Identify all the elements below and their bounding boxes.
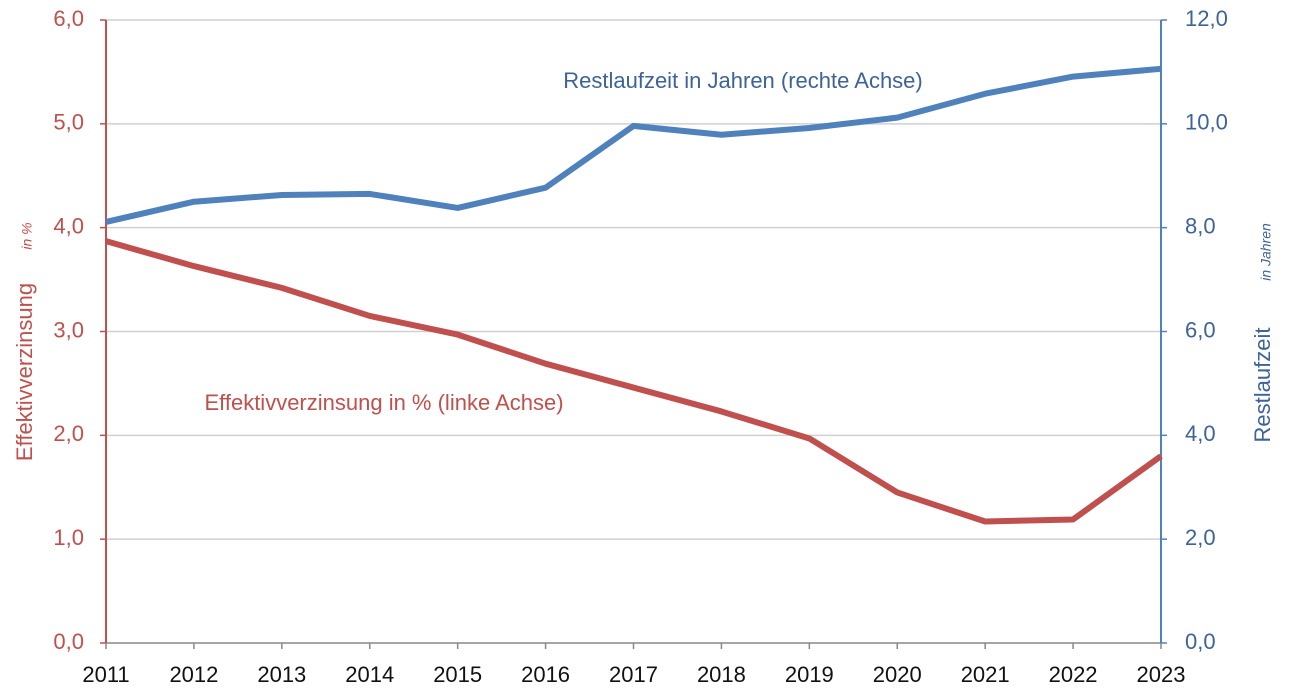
x-tick-label: 2022 [1049,662,1098,687]
x-tick-label: 2017 [609,662,658,687]
y-tick-label: 2,0 [53,421,84,446]
y2-axis-label: Restlaufzeit [1250,328,1275,443]
y2-tick-label: 12,0 [1185,6,1228,31]
y2-tick-label: 2,0 [1185,525,1216,550]
x-tick-label: 2011 [82,662,129,687]
y2-axis-unit: in Jahren [1258,223,1274,281]
annotation: Restlaufzeit in Jahren (rechte Achse) [563,68,923,93]
x-tick-label: 2015 [433,662,482,687]
y-tick-label: 3,0 [53,317,84,342]
series-line [105,238,1163,525]
series-line [105,65,1162,225]
y-tick-label: 6,0 [53,6,84,31]
y-tick-label: 0,0 [53,629,84,654]
y2-tick-label: 0,0 [1185,629,1216,654]
y-tick-label: 5,0 [53,110,84,135]
x-tick-label: 2020 [873,662,922,687]
x-tick-label: 2021 [961,662,1010,687]
y-tick-label: 1,0 [53,525,84,550]
y2-tick-label: 10,0 [1185,110,1228,135]
y2-tick-label: 6,0 [1185,317,1216,342]
x-tick-label: 2014 [345,662,394,687]
x-tick-label: 2019 [785,662,834,687]
x-tick-label: 2016 [521,662,570,687]
y-axis-unit: in % [19,222,35,249]
x-tick-label: 2023 [1137,662,1186,687]
y-tick-label: 4,0 [53,213,84,238]
y-axis-label: Effektivverzinsung [12,283,37,461]
x-tick-label: 2012 [169,662,218,687]
y2-tick-label: 4,0 [1185,421,1216,446]
x-tick-label: 2013 [257,662,306,687]
x-tick-label: 2018 [697,662,746,687]
y2-tick-label: 8,0 [1185,213,1216,238]
annotation: Effektivverzinsung in % (linke Achse) [204,390,563,415]
